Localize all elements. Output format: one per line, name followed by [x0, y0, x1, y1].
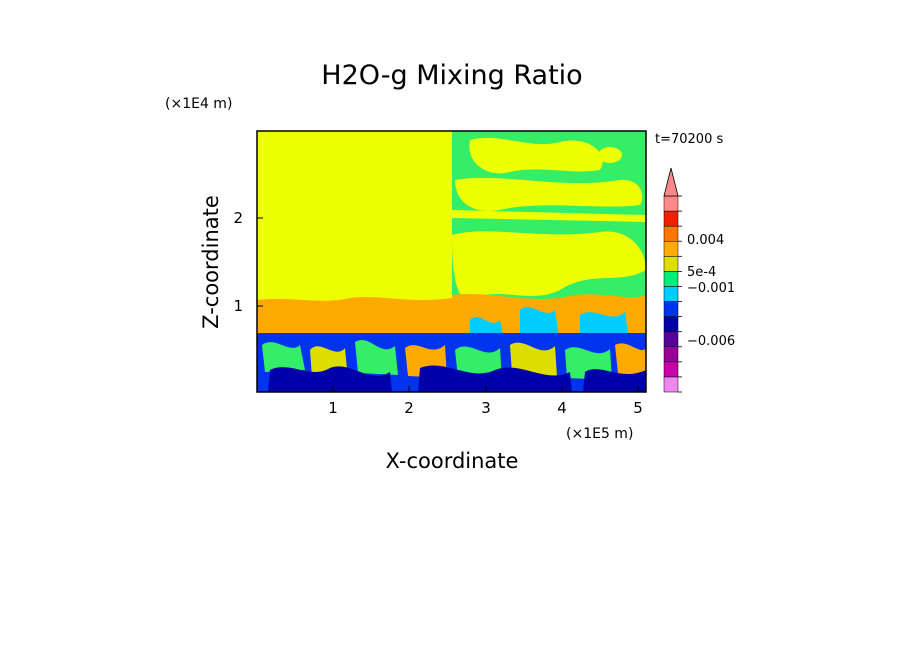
- time-label: t=70200 s: [655, 132, 723, 147]
- colorbar: [663, 167, 682, 393]
- colorbar-segment: [663, 346, 679, 363]
- colorbar-segment: [663, 331, 679, 348]
- colorbar-segment: [663, 240, 679, 257]
- x-axis-ticks: [332, 386, 639, 392]
- colorbar-label: 5e-4: [687, 265, 716, 280]
- colorbar-segment: [663, 286, 679, 302]
- x-tick-label: 5: [633, 399, 643, 417]
- plot-frame: [256, 130, 647, 393]
- x-tick-label: 3: [481, 399, 491, 417]
- colorbar-segment: [663, 376, 679, 393]
- field-yellow-patches: [452, 137, 646, 300]
- y-axis-ticks: [257, 217, 263, 307]
- colorbar-label: −0.006: [687, 334, 735, 349]
- field-deep-blue: [268, 365, 646, 392]
- x-unit-label: (×1E5 m): [566, 426, 633, 442]
- x-tick-label: 2: [404, 399, 414, 417]
- colorbar-segment: [663, 210, 679, 227]
- colorbar-label: −0.001: [687, 281, 735, 296]
- x-axis-label: X-coordinate: [386, 449, 519, 473]
- y-tick-label: 1: [233, 297, 243, 315]
- x-tick-label: 1: [328, 399, 338, 417]
- colorbar-segment: [663, 225, 679, 242]
- y-tick-label: 2: [233, 209, 243, 227]
- colorbar-segment: [663, 271, 679, 287]
- colorbar-segment: [663, 301, 679, 317]
- y-unit-label: (×1E4 m): [165, 96, 232, 112]
- colorbar-segment: [663, 195, 679, 212]
- colorbar-segment: [663, 316, 679, 332]
- chart-title: H2O-g Mixing Ratio: [321, 60, 582, 91]
- y-axis-label: Z-coordinate: [199, 195, 223, 329]
- colorbar-extend-arrow: [663, 167, 679, 197]
- colorbar-segment: [663, 361, 679, 378]
- colorbar-label: 0.004: [687, 233, 724, 248]
- colorbar-segment: [663, 256, 679, 272]
- field-plot: [257, 131, 646, 392]
- x-tick-label: 4: [557, 399, 567, 417]
